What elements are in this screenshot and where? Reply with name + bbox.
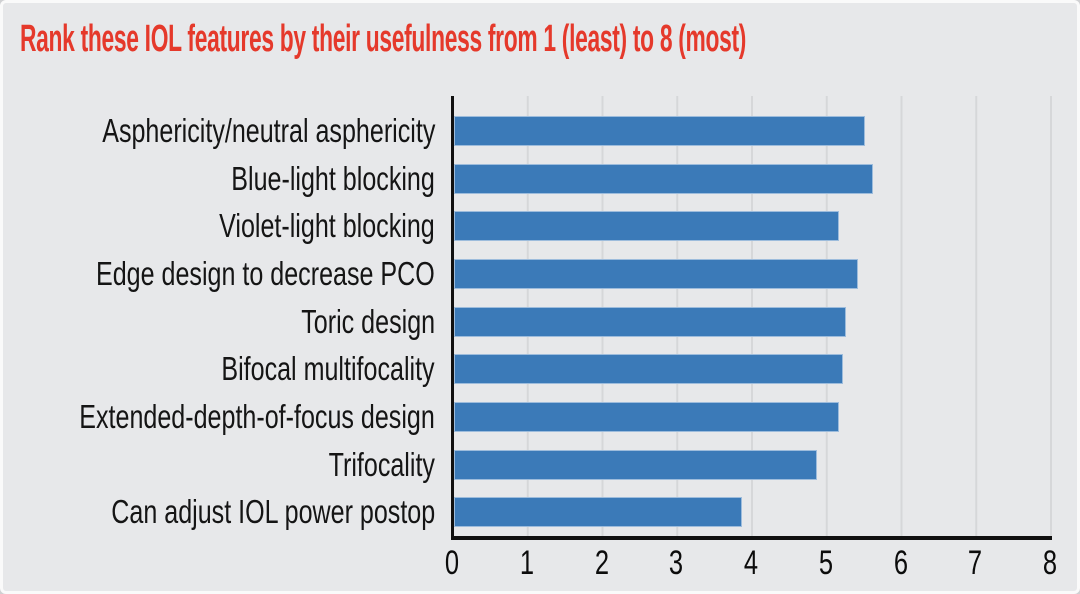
category-label: Trifocality [328, 445, 435, 483]
bar [454, 354, 843, 385]
category-label: Blue-light blocking [231, 159, 435, 197]
bar [454, 116, 866, 146]
x-tick-label: 8 [1042, 544, 1058, 582]
bar [454, 258, 858, 289]
category-label: Violet-light blocking [219, 207, 435, 245]
x-tick-label: 6 [893, 544, 908, 582]
category-label: Toric design [301, 302, 435, 340]
x-tick-label: 0 [444, 544, 460, 582]
x-tick-label: 5 [818, 544, 833, 582]
bar [454, 211, 839, 242]
bar [454, 497, 742, 528]
y-axis-category-labels: Asphericity/neutral asphericity Blue-ligh… [3, 96, 443, 536]
bar [454, 306, 847, 337]
bar [454, 163, 873, 194]
category-label: Bifocal multifocality [221, 350, 435, 388]
x-tick-label: 7 [968, 544, 983, 582]
plot-area [451, 96, 1052, 540]
category-label: Asphericity/neutral asphericity [101, 112, 435, 149]
x-axis-tick-labels: 0 1 2 3 4 5 6 7 8 [445, 544, 1057, 582]
category-label: Edge design to decrease PCO [96, 254, 435, 292]
chart-title: Rank these IOL features by their usefuln… [20, 18, 747, 60]
x-tick-label: 3 [669, 544, 684, 582]
x-tick-label: 1 [519, 544, 534, 582]
x-tick-label: 4 [743, 544, 759, 582]
category-label: Extended-depth-of-focus design [79, 397, 435, 435]
category-label: Can adjust IOL power postop [111, 493, 435, 531]
bar [454, 401, 839, 432]
x-tick-label: 2 [594, 544, 609, 582]
bar [454, 449, 817, 480]
